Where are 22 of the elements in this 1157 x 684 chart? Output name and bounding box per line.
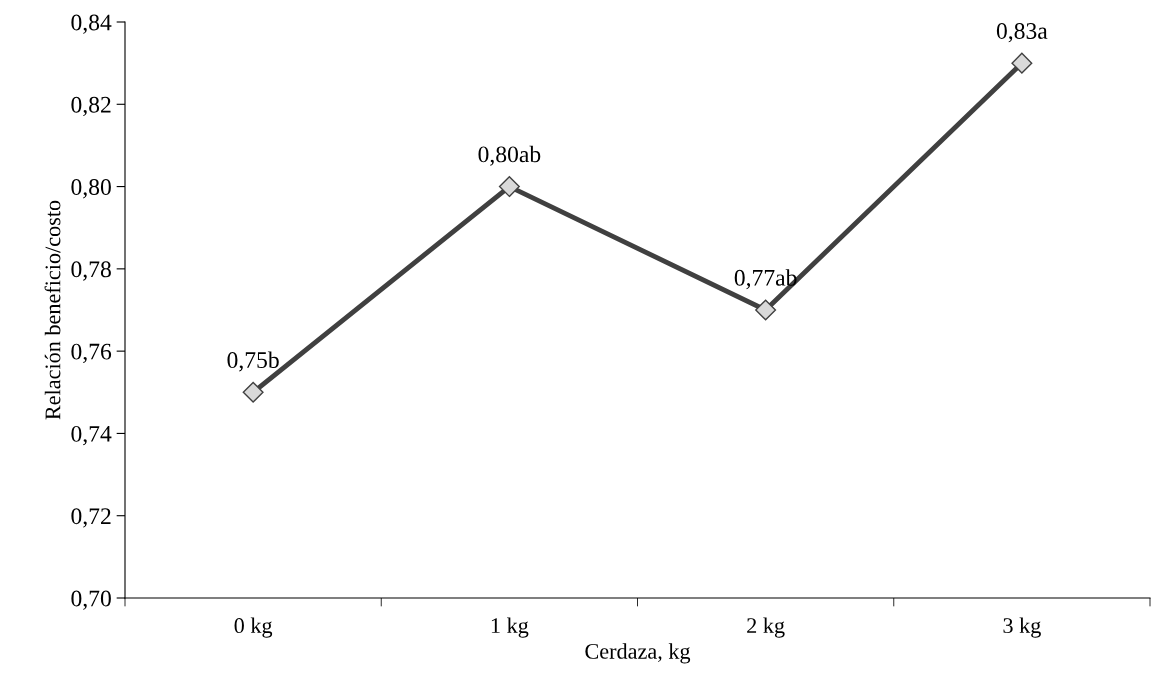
- y-axis-title: Relación beneficio/costo: [44, 200, 61, 420]
- x-tick-label: 1 kg: [491, 617, 529, 638]
- x-tick-label: 0 kg: [234, 617, 273, 638]
- y-tick-label: 0,80: [71, 179, 111, 199]
- point: [755, 299, 777, 321]
- x-axis-title: Cerdaza, kg: [585, 643, 691, 664]
- point: [1011, 52, 1033, 74]
- point: [242, 381, 264, 403]
- data-label: 0,77ab: [734, 269, 797, 290]
- point: [498, 176, 520, 198]
- y-tick-label: 0,74: [71, 425, 112, 446]
- x-tick-label: 2 kg: [747, 617, 785, 638]
- y-tick-label: 0,72: [71, 508, 111, 528]
- y-tick-label: 0,84: [71, 14, 112, 34]
- y-tick-label: 0,78: [71, 261, 111, 281]
- y-tick-label: 0,76: [71, 343, 112, 363]
- y-tick-label: 0,70: [71, 590, 111, 610]
- data-label: 0,80ab: [478, 145, 541, 166]
- data-label: 0,75b: [227, 351, 279, 372]
- y-tick-label: 0,82: [71, 96, 111, 117]
- data-label: 0,83a: [996, 22, 1048, 43]
- x-tick-label: 3 kg: [1003, 617, 1041, 638]
